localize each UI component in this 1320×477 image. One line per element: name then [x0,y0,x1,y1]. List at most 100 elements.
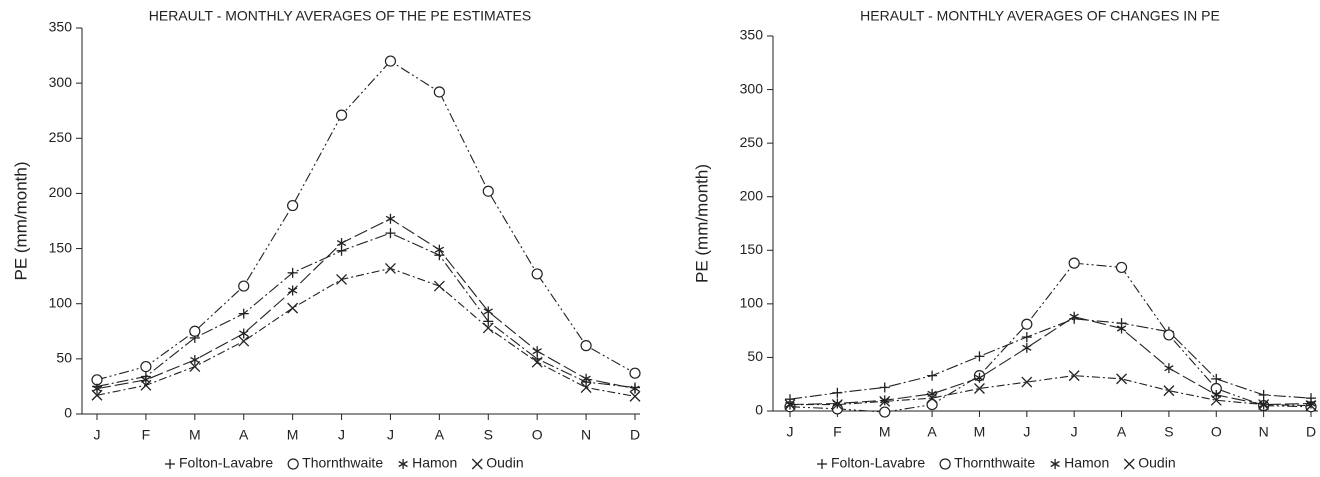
y-tick-label: 350 [740,27,764,43]
marker-circle [482,185,494,197]
legend-label: Hamon [412,455,457,471]
x-tick-label: A [239,427,249,443]
point [1022,342,1032,353]
marker-stroke [580,382,592,393]
marker-stroke [1069,313,1079,320]
marker-stroke [385,215,396,222]
point [1069,311,1079,322]
marker-stroke [92,385,102,392]
marker-circle [91,374,103,386]
subchart: HERAULT - MONTHLY AVERAGES OF CHANGES IN… [692,8,1318,471]
point [927,370,938,381]
point [433,280,445,292]
marker-stroke [1305,400,1317,412]
marker-stroke [1258,399,1270,411]
y-tick-label: 200 [740,187,764,203]
marker-stroke [784,399,796,411]
y-tick-label: 0 [755,402,763,418]
marker-circle [629,367,641,379]
point [483,316,494,327]
y-axis-label: PE (mm/month) [692,164,711,283]
point [238,280,250,292]
point [336,238,347,249]
x-tick-label: N [1259,424,1269,440]
chart-title: HERAULT - MONTHLY AVERAGES OF THE PE EST… [149,8,531,24]
marker-stroke [433,280,445,292]
marker-stroke [879,395,891,407]
point [974,351,985,362]
point [385,213,396,224]
y-tick-label: 100 [49,294,73,310]
legend-symbol [471,458,483,470]
marker-stroke [384,262,396,274]
point [1021,318,1033,330]
marker-circle [531,268,543,280]
series-line [96,232,636,389]
marker-circle [1115,261,1128,274]
legend-label: Hamon [1064,455,1109,471]
marker-stroke [1116,373,1128,385]
point [580,340,592,352]
y-tick-label: 50 [747,348,763,364]
y-tick-label: 150 [740,241,764,257]
point [91,374,103,386]
x-tick-label: J [338,427,345,443]
y-tick-label: 250 [740,134,764,150]
point [1164,363,1174,374]
point [483,306,493,317]
y-tick-label: 300 [740,80,764,96]
marker-stroke [471,458,483,470]
point [1163,385,1175,397]
point [879,406,891,418]
marker-stroke [1123,458,1135,470]
legend-label: Oudin [486,455,523,471]
marker-circle [287,199,299,212]
marker-stroke [1022,344,1032,351]
marker-circle [335,109,348,121]
point [335,109,348,121]
marker-stroke [1068,370,1080,382]
point [189,325,201,337]
point [140,360,152,373]
marker-stroke [434,246,445,253]
marker-stroke [581,375,591,382]
point [973,383,985,394]
point [974,372,985,383]
point [336,273,348,285]
point [1258,389,1269,400]
marker-circle [189,325,201,337]
y-tick-label: 0 [64,405,72,421]
marker-stroke [531,356,543,368]
marker-stroke [974,374,985,381]
point [482,185,494,197]
point [1210,394,1222,406]
point [384,55,397,67]
legend-symbol [1050,459,1060,469]
point [238,308,249,319]
x-tick-label: D [1306,424,1316,440]
point [1258,399,1270,411]
marker-stroke [1163,385,1175,397]
series-line [789,318,1312,400]
point [141,374,151,385]
y-tick-label: 50 [56,350,72,366]
x-tick-label: F [142,427,151,443]
marker-circle [384,55,397,67]
series-line [96,267,636,397]
y-tick-label: 100 [740,295,764,311]
point [879,395,891,407]
marker-stroke [483,308,493,315]
point [629,390,641,402]
x-tick-label: J [1071,424,1078,440]
series-line [96,218,636,390]
x-tick-label: A [927,424,937,440]
marker-circle [939,458,951,470]
marker-stroke [287,302,299,314]
y-tick-label: 200 [49,184,73,200]
legend-symbol [1123,458,1135,470]
y-tick-label: 300 [49,74,73,90]
subchart: HERAULT - MONTHLY AVERAGES OF THE PE EST… [11,8,641,471]
point [580,382,592,393]
marker-stroke [91,389,103,401]
